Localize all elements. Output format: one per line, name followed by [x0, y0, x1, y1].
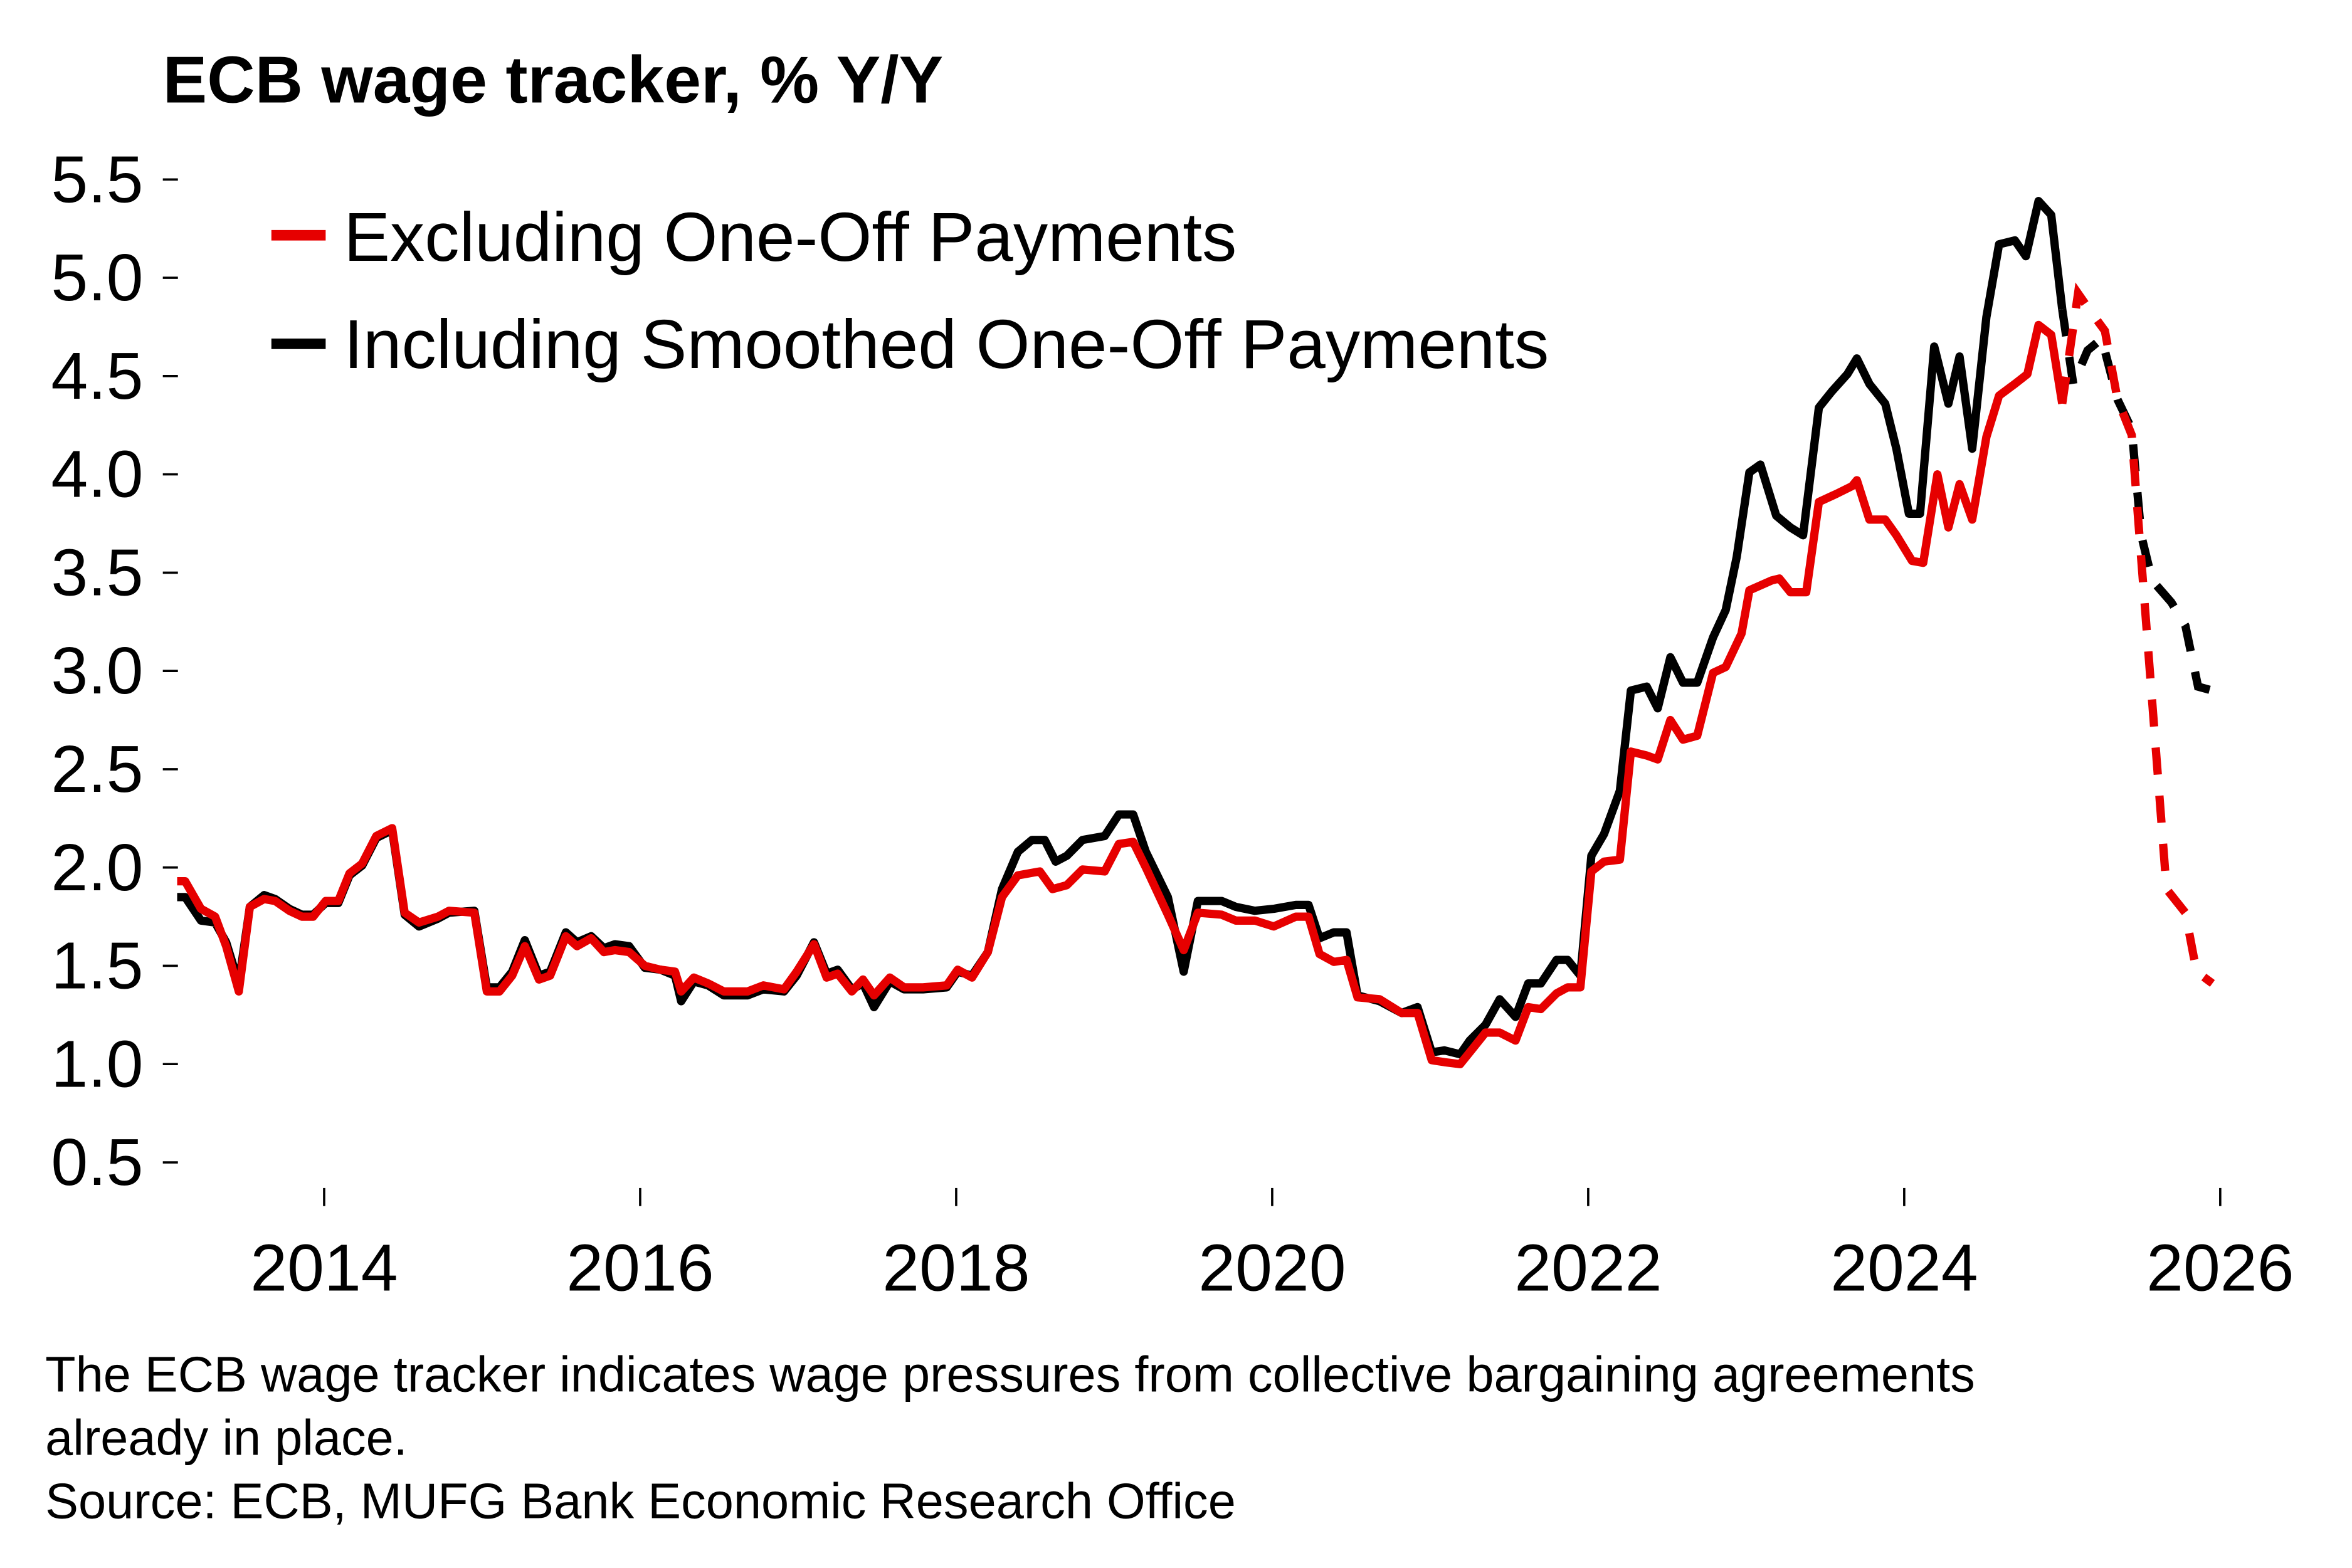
- chart-title: ECB wage tracker, % Y/Y: [163, 43, 944, 117]
- x-axis: 2014 2016 2018 2020 2022 2024 2026: [250, 1187, 2294, 1305]
- y-tick-label: 1.5: [51, 929, 143, 1003]
- legend-label-including: Including Smoothed One-Off Payments: [344, 306, 1549, 383]
- x-tick-label: 2022: [1514, 1231, 1662, 1305]
- y-axis: 5.5 5.0 4.5 4.0 3.5 3.0 2.5 2.0 1.5 1.0 0.5: [51, 142, 178, 1199]
- y-tick-label: 2.0: [51, 831, 143, 905]
- legend-label-excluding: Excluding One-Off Payments: [344, 199, 1237, 276]
- forecast-line-excluding-one-off: [2058, 282, 2215, 987]
- series-line-excluding-one-off: [177, 320, 2067, 1068]
- y-tick-label: 5.5: [51, 142, 143, 216]
- y-tick-label: 4.5: [51, 339, 143, 413]
- legend: Excluding One-Off Payments Including Smo…: [271, 199, 1549, 383]
- y-tick-label: 5.0: [51, 241, 143, 315]
- x-tick-label: 2026: [2146, 1231, 2294, 1305]
- series-lines: [177, 197, 2215, 1068]
- y-tick-label: 0.5: [51, 1125, 143, 1199]
- source-note: Source: ECB, MUFG Bank Economic Research…: [45, 1473, 1236, 1529]
- x-tick-label: 2014: [250, 1231, 398, 1305]
- x-tick-label: 2018: [882, 1231, 1030, 1305]
- y-tick-label: 2.5: [51, 732, 143, 806]
- y-tick-label: 3.0: [51, 634, 143, 708]
- x-tick-label: 2016: [566, 1231, 714, 1305]
- x-tick-label: 2024: [1830, 1231, 1978, 1305]
- y-tick-label: 4.0: [51, 438, 143, 512]
- footnote-line-1: The ECB wage tracker indicates wage pres…: [45, 1347, 1975, 1402]
- footnote-line-2: already in place.: [45, 1409, 408, 1465]
- y-tick-label: 1.0: [51, 1027, 143, 1101]
- x-tick-label: 2020: [1198, 1231, 1346, 1305]
- y-tick-label: 3.5: [51, 535, 143, 609]
- forecast-line-including-smoothed-one-off: [2058, 308, 2214, 695]
